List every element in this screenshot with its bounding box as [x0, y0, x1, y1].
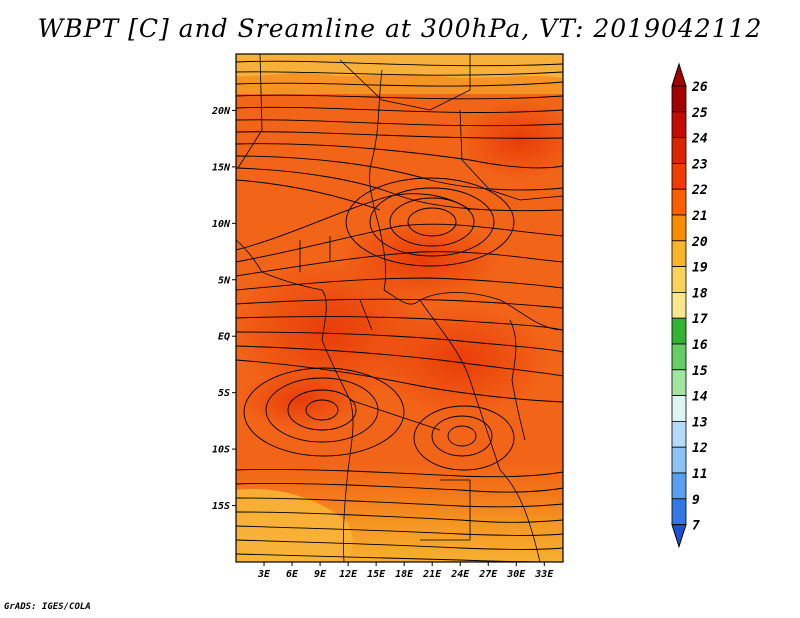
temperature-field: [236, 54, 563, 562]
colorbar-swatch: [671, 498, 687, 525]
colorbar-label: 13: [692, 415, 708, 430]
colorbar-bottom-arrow: [671, 524, 687, 549]
colorbar-label: 25: [691, 106, 708, 121]
colorbar-swatch: [671, 266, 687, 293]
colorbar-swatch: [671, 291, 687, 319]
lon-tick-label: 33E: [534, 569, 554, 580]
colorbar-label: 12: [692, 441, 708, 456]
colorbar-label: 9: [692, 493, 700, 508]
lat-tick-label: 5S: [218, 388, 230, 399]
colorbar-label: 7: [692, 519, 700, 534]
colorbar-swatch: [671, 85, 687, 113]
colorbar-top-arrow: [671, 62, 687, 87]
colorbar-label: 22: [691, 183, 708, 198]
lon-tick-label: 9E: [314, 569, 327, 580]
colorbar-swatch: [671, 395, 687, 422]
colorbar-label: 19: [692, 261, 708, 276]
lon-tick-label: 24E: [450, 569, 470, 580]
colorbar-label: 14: [692, 390, 708, 405]
lon-tick-label: 6E: [286, 569, 299, 580]
streamlines: [236, 60, 563, 562]
lat-tick-label: 15S: [212, 501, 230, 512]
latitude-axis: 20N 15N 10N 5N EQ 5S 10S 15S: [211, 106, 236, 512]
lon-tick-label: 15E: [367, 569, 386, 580]
colorbar-swatch: [671, 111, 687, 139]
colorbar-label: 15: [692, 364, 708, 379]
map-frame: [235, 53, 564, 563]
lon-tick-label: 30E: [506, 569, 526, 580]
colorbar-swatch: [671, 369, 687, 396]
colorbar: 26 25 24 23 22 21 20 19 18 17 16 15 14 13 12 11 9 7: [671, 62, 708, 549]
lon-tick-label: 3E: [257, 569, 271, 580]
colorbar-label: 20: [691, 235, 708, 250]
lat-tick-label: 5N: [218, 275, 231, 286]
colorbar-swatch: [671, 188, 687, 216]
lon-tick-label: 21E: [422, 569, 442, 580]
colorbar-label: 17: [692, 312, 708, 327]
chart-title: WBPT [C] and Sreamline at 300hPa, VT: 20…: [37, 14, 763, 43]
colorbar-label: 24: [691, 132, 708, 147]
colorbar-swatch: [671, 472, 687, 500]
country-borders: [236, 54, 563, 562]
grads-credit: GrADS: IGES/COLA: [4, 602, 91, 612]
lat-tick-label: 10S: [212, 445, 230, 456]
lat-tick-label: EQ: [218, 332, 230, 343]
lat-tick-label: 20N: [211, 106, 231, 117]
colorbar-swatch: [671, 162, 687, 190]
longitude-axis: 3E 6E 9E 12E 15E 18E 21E 24E 27E 30E 33E: [257, 562, 554, 580]
colorbar-swatch: [671, 137, 687, 164]
lat-tick-label: 15N: [212, 162, 231, 173]
colorbar-swatch: [671, 446, 687, 474]
colorbar-label: 21: [691, 209, 708, 224]
colorbar-label: 11: [692, 467, 708, 482]
lon-tick-label: 18E: [395, 569, 414, 580]
lat-tick-label: 10N: [212, 219, 231, 230]
colorbar-label: 18: [692, 286, 708, 301]
lon-tick-label: 27E: [478, 569, 498, 580]
colorbar-label: 16: [692, 338, 708, 353]
colorbar-swatch: [671, 420, 687, 448]
colorbar-swatch: [671, 317, 687, 345]
colorbar-label: 23: [691, 157, 708, 172]
colorbar-label: 26: [691, 80, 708, 95]
lon-tick-label: 12E: [339, 569, 358, 580]
colorbar-swatch: [671, 214, 687, 242]
colorbar-swatch: [671, 343, 687, 371]
colorbar-swatch: [671, 240, 687, 268]
